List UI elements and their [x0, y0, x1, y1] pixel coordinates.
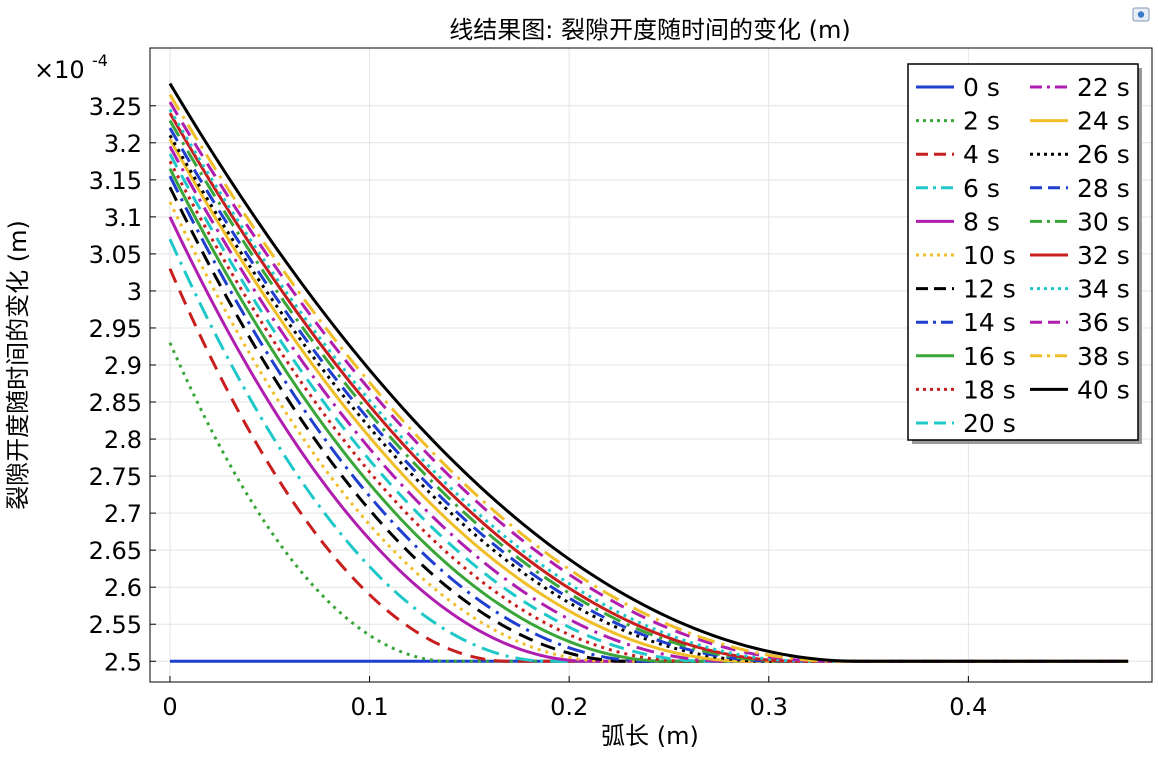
y-tick-label: 3.05 — [89, 241, 142, 269]
y-multiplier: ×10 -4 — [34, 51, 108, 84]
series-line-28s — [168, 127, 1129, 663]
legend-label: 14 s — [963, 308, 1016, 337]
series-line-30s — [168, 119, 1129, 663]
series-line-16s — [168, 168, 1129, 663]
series-line-26s — [168, 134, 1129, 663]
legend-item: 0 s — [916, 73, 1000, 102]
legend-label: 26 s — [1077, 140, 1130, 169]
legend-label: 16 s — [963, 342, 1016, 371]
x-tick-label: 0.4 — [949, 693, 987, 721]
legend-label: 0 s — [963, 73, 1000, 102]
x-axis-ticks: 0 0.1 0.2 0.3 0.4 — [162, 676, 987, 721]
legend-label: 36 s — [1077, 308, 1130, 337]
series-line-34s — [168, 108, 1129, 663]
y-tick-label: 3.2 — [104, 130, 142, 158]
y-tick-label: 2.7 — [104, 500, 142, 528]
y-tick-label: 2.55 — [89, 611, 142, 639]
x-tick-label: 0.3 — [750, 693, 788, 721]
legend-label: 2 s — [963, 107, 1000, 136]
y-multiplier-base: ×10 — [34, 56, 85, 84]
legend-item: 8 s — [916, 207, 1000, 236]
legend-item: 12 s — [916, 275, 1016, 304]
x-tick-label: 0.1 — [350, 693, 388, 721]
series-line-18s — [168, 160, 1129, 663]
legend-label: 8 s — [963, 207, 1000, 236]
y-axis-label: 裂隙开度随时间的变化 (m) — [4, 220, 32, 510]
series-line-38s — [168, 93, 1129, 663]
legend-label: 12 s — [963, 275, 1016, 304]
legend-label: 38 s — [1077, 342, 1130, 371]
legend-item: 32 s — [1030, 241, 1130, 270]
x-axis-label: 弧长 (m) — [601, 722, 699, 750]
y-tick-label: 3.25 — [89, 93, 142, 121]
y-tick-label: 2.95 — [89, 315, 142, 343]
y-tick-label: 2.9 — [104, 352, 142, 380]
legend-label: 34 s — [1077, 275, 1130, 304]
series-line-24s — [168, 138, 1129, 663]
legend-label: 24 s — [1077, 107, 1130, 136]
legend: 0 s 2 s 4 s 6 s 8 s 10 s 12 s 14 s 16 s 18 s 20 s 2… — [907, 63, 1142, 444]
legend-item: 20 s — [916, 409, 1016, 438]
legend-item: 28 s — [1030, 174, 1130, 203]
x-tick-label: 0.2 — [550, 693, 588, 721]
legend-label: 40 s — [1077, 375, 1130, 404]
legend-item: 26 s — [1030, 140, 1130, 169]
legend-item: 24 s — [1030, 107, 1130, 136]
legend-item: 40 s — [1030, 375, 1130, 404]
legend-item: 6 s — [916, 174, 1000, 203]
y-tick-label: 2.6 — [104, 574, 142, 602]
series-line-40s — [168, 82, 1129, 663]
series-line-4s — [168, 268, 1129, 663]
legend-item: 36 s — [1030, 308, 1130, 337]
series-line-8s — [168, 216, 1129, 663]
series-layer — [168, 82, 1129, 663]
legend-label: 4 s — [963, 140, 1000, 169]
chart-title: 线结果图: 裂隙开度随时间的变化 (m) — [449, 16, 850, 44]
series-line-32s — [168, 112, 1129, 663]
series-line-22s — [168, 145, 1129, 663]
legend-item: 14 s — [916, 308, 1016, 337]
y-tick-label: 2.65 — [89, 537, 142, 565]
legend-item: 34 s — [1030, 275, 1130, 304]
legend-label: 30 s — [1077, 207, 1130, 236]
y-tick-label: 3.15 — [89, 167, 142, 195]
y-multiplier-exponent: -4 — [92, 51, 108, 70]
legend-label: 6 s — [963, 174, 1000, 203]
y-tick-label: 2.85 — [89, 389, 142, 417]
legend-item: 22 s — [1030, 73, 1130, 102]
series-line-36s — [168, 101, 1129, 663]
legend-item: 10 s — [916, 241, 1016, 270]
graphics-window-icon[interactable] — [1132, 7, 1150, 22]
legend-label: 20 s — [963, 409, 1016, 438]
x-tick-label: 0 — [162, 693, 177, 721]
y-axis-ticks: 2.5 2.55 2.6 2.65 2.7 2.75 2.8 2.85 2.9 2.95 3 3.05… — [89, 93, 156, 676]
series-line-6s — [168, 238, 1129, 663]
y-tick-label: 3.1 — [104, 204, 142, 232]
legend-box — [907, 63, 1139, 441]
legend-label: 10 s — [963, 241, 1016, 270]
series-line-20s — [168, 153, 1129, 663]
y-tick-label: 2.5 — [104, 648, 142, 676]
legend-item: 18 s — [916, 375, 1016, 404]
legend-label: 18 s — [963, 375, 1016, 404]
legend-label: 32 s — [1077, 241, 1130, 270]
legend-item: 30 s — [1030, 207, 1130, 236]
y-tick-label: 3 — [127, 278, 142, 306]
y-tick-label: 2.8 — [104, 426, 142, 454]
legend-item: 16 s — [916, 342, 1016, 371]
series-line-10s — [168, 201, 1129, 663]
series-line-14s — [168, 175, 1129, 663]
legend-label: 22 s — [1077, 73, 1130, 102]
legend-item: 4 s — [916, 140, 1000, 169]
legend-item: 38 s — [1030, 342, 1130, 371]
legend-label: 28 s — [1077, 174, 1130, 203]
y-tick-label: 2.75 — [89, 463, 142, 491]
series-line-2s — [168, 342, 1129, 663]
legend-item: 2 s — [916, 107, 1000, 136]
